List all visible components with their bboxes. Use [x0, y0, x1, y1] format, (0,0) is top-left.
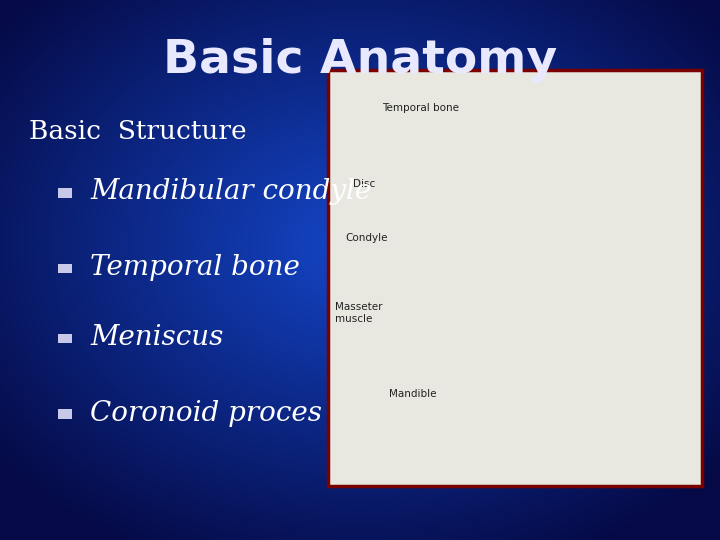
Text: Condyle: Condyle [346, 233, 388, 242]
Text: Coronoid proces: Coronoid proces [90, 400, 322, 427]
Text: Temporal bone: Temporal bone [382, 103, 459, 113]
Bar [58, 188, 72, 198]
Text: Mandibular condyle: Mandibular condyle [90, 178, 372, 205]
Bar [58, 264, 72, 273]
Text: Basic Anatomy: Basic Anatomy [163, 38, 557, 83]
Text: Temporal bone: Temporal bone [90, 254, 300, 281]
Bar [328, 70, 702, 486]
Bar [58, 334, 72, 343]
Text: Disc: Disc [353, 179, 375, 188]
Text: Basic  Structure: Basic Structure [29, 119, 246, 144]
Text: Masseter
muscle: Masseter muscle [335, 302, 382, 324]
Text: Mandible: Mandible [389, 389, 436, 399]
Text: Meniscus: Meniscus [90, 324, 223, 351]
Bar [58, 409, 72, 419]
